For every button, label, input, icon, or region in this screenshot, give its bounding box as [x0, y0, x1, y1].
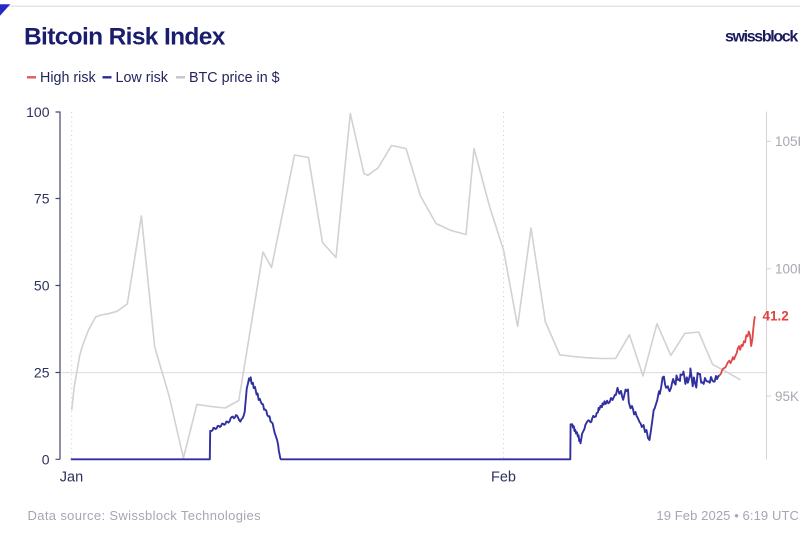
- svg-text:Jan: Jan: [60, 469, 83, 485]
- svg-text:105K: 105K: [775, 134, 800, 149]
- svg-text:BTC price in $: BTC price in $: [189, 70, 280, 86]
- svg-text:100: 100: [26, 104, 50, 120]
- svg-text:19 Feb 2025 • 6:19 UTC: 19 Feb 2025 • 6:19 UTC: [656, 508, 799, 523]
- svg-text:75: 75: [34, 191, 50, 207]
- svg-text:Data source: Swissblock Techno: Data source: Swissblock Technologies: [28, 508, 262, 523]
- svg-text:25: 25: [34, 365, 50, 381]
- svg-text:41.2: 41.2: [763, 308, 789, 323]
- svg-text:50: 50: [34, 278, 50, 294]
- svg-text:0: 0: [42, 451, 50, 467]
- svg-text:Bitcoin Risk Index: Bitcoin Risk Index: [24, 24, 226, 51]
- svg-text:Feb: Feb: [491, 469, 516, 485]
- svg-text:95K: 95K: [775, 389, 799, 404]
- svg-text:100K: 100K: [775, 261, 800, 276]
- svg-text:High risk: High risk: [40, 70, 96, 86]
- svg-text:swissblock: swissblock: [725, 29, 798, 46]
- svg-text:Low risk: Low risk: [116, 70, 169, 86]
